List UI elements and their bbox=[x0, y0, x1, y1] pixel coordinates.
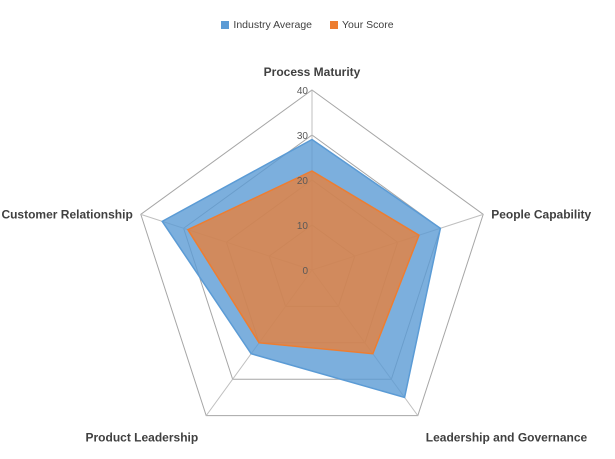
radial-tick-label-10: 10 bbox=[297, 221, 309, 232]
legend-label-industry-average: Industry Average bbox=[233, 19, 313, 31]
legend-swatch-industry-average bbox=[221, 21, 230, 29]
axis-label-product-leadership: Product Leadership bbox=[86, 431, 199, 445]
grid-ring-40 bbox=[140, 89, 484, 417]
legend-swatch-your-score bbox=[330, 21, 339, 29]
radial-tick-label-0: 0 bbox=[302, 266, 308, 277]
legend: Industry Average Your Score bbox=[0, 19, 615, 31]
legend-item-your-score: Your Score bbox=[330, 19, 394, 31]
radial-tick-label-40: 40 bbox=[297, 86, 309, 97]
axis-label-process-maturity: Process Maturity bbox=[264, 65, 361, 79]
label-layer: Process Maturity People Capability Leaders… bbox=[1, 65, 591, 445]
radial-tick-label-30: 30 bbox=[297, 131, 309, 142]
series-layer bbox=[161, 138, 442, 399]
legend-label-your-score: Your Score bbox=[342, 19, 394, 31]
axis-label-leadership-and-governance: Leadership and Governance bbox=[426, 431, 588, 445]
axis-label-customer-relationship: Customer Relationship bbox=[1, 207, 132, 221]
axis-label-people-capability: People Capability bbox=[491, 207, 591, 221]
legend-item-industry-average: Industry Average bbox=[221, 19, 312, 31]
radial-tick-label-20: 20 bbox=[297, 176, 309, 187]
series-area-your-score bbox=[186, 170, 420, 355]
tick-layer: 0 10 20 30 40 bbox=[297, 86, 309, 277]
